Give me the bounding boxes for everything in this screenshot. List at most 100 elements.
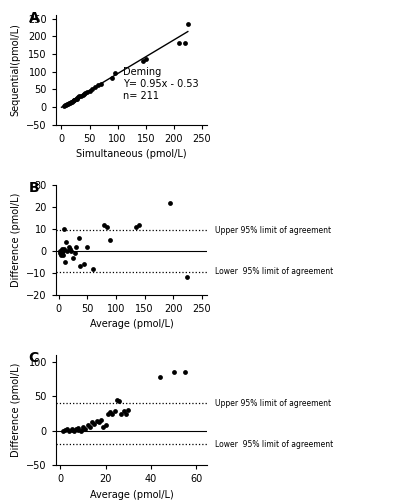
Point [59,245,65,253]
Point [185,20,191,28]
Point [118,410,124,418]
Point [133,223,139,231]
Point [64,247,71,255]
Point [182,38,188,46]
Text: A: A [29,10,40,24]
Point [73,426,79,434]
Point [96,418,102,426]
Point [59,426,66,434]
Point [78,92,84,100]
Point [82,89,88,97]
Point [73,94,80,102]
Point [98,80,104,88]
Point [66,426,73,434]
Point [109,410,116,418]
Point [69,96,76,104]
Point [87,422,93,430]
Point [91,420,97,428]
Point [74,94,80,102]
Point [84,242,91,250]
Point [77,262,84,270]
Point [83,88,90,96]
Point [73,242,79,250]
Point [142,56,149,64]
Point [116,397,122,405]
Text: Lower  95% limit of agreement: Lower 95% limit of agreement [215,440,333,449]
Point [57,249,63,257]
Point [184,274,191,281]
Point [76,92,83,100]
Point [71,96,77,104]
Point [71,426,77,434]
Point [60,247,67,255]
Text: Deming
Y= 0.95x - 0.53
n= 211: Deming Y= 0.95x - 0.53 n= 211 [123,68,199,100]
Point [63,101,69,109]
Y-axis label: Sequential(pmol/L): Sequential(pmol/L) [11,24,21,116]
Point [75,424,82,432]
Point [75,93,81,101]
Point [64,100,70,108]
Point [98,416,104,424]
Y-axis label: Difference (pmol/L): Difference (pmol/L) [11,193,21,287]
Point [107,236,113,244]
Point [67,99,73,107]
Point [70,254,76,262]
Point [100,424,107,432]
Text: Upper 95% limit of agreement: Upper 95% limit of agreement [215,399,331,408]
Point [81,260,88,268]
Point [75,426,82,434]
Point [82,424,89,432]
Point [80,426,86,434]
Point [123,410,129,418]
Point [80,90,86,98]
Point [167,198,174,206]
Point [69,426,75,434]
Point [59,252,66,260]
Point [71,96,77,104]
Point [120,408,127,416]
Point [61,102,67,110]
Point [64,426,70,434]
Point [84,421,91,429]
Point [66,99,73,107]
Point [62,238,69,246]
Point [125,406,131,414]
Point [112,70,118,78]
Point [140,57,146,65]
Point [58,252,64,260]
Point [101,220,108,228]
Point [111,408,118,416]
Point [80,424,86,432]
Point [114,396,120,404]
Point [92,83,99,91]
Point [86,87,93,95]
Point [58,247,65,255]
Point [66,242,72,250]
X-axis label: Average (pmol/L): Average (pmol/L) [90,490,174,500]
Point [77,426,84,434]
Text: Upper 95% limit of agreement: Upper 95% limit of agreement [215,226,331,234]
Point [93,417,100,425]
Point [170,368,177,376]
Point [157,372,163,380]
Point [109,74,115,82]
Point [95,81,101,89]
X-axis label: Average (pmol/L): Average (pmol/L) [90,320,174,330]
Point [68,98,75,106]
Point [72,96,79,104]
Y-axis label: Difference (pmol/L): Difference (pmol/L) [11,363,21,458]
Text: C: C [29,351,39,365]
Point [71,249,78,257]
Point [136,220,142,228]
Point [62,258,68,266]
Point [61,245,67,253]
Point [65,100,71,108]
Point [67,245,73,253]
Point [81,90,87,98]
Point [107,408,113,416]
Text: B: B [29,180,39,194]
Point [61,225,68,233]
Point [90,264,96,272]
Point [89,418,95,426]
Point [182,368,188,376]
